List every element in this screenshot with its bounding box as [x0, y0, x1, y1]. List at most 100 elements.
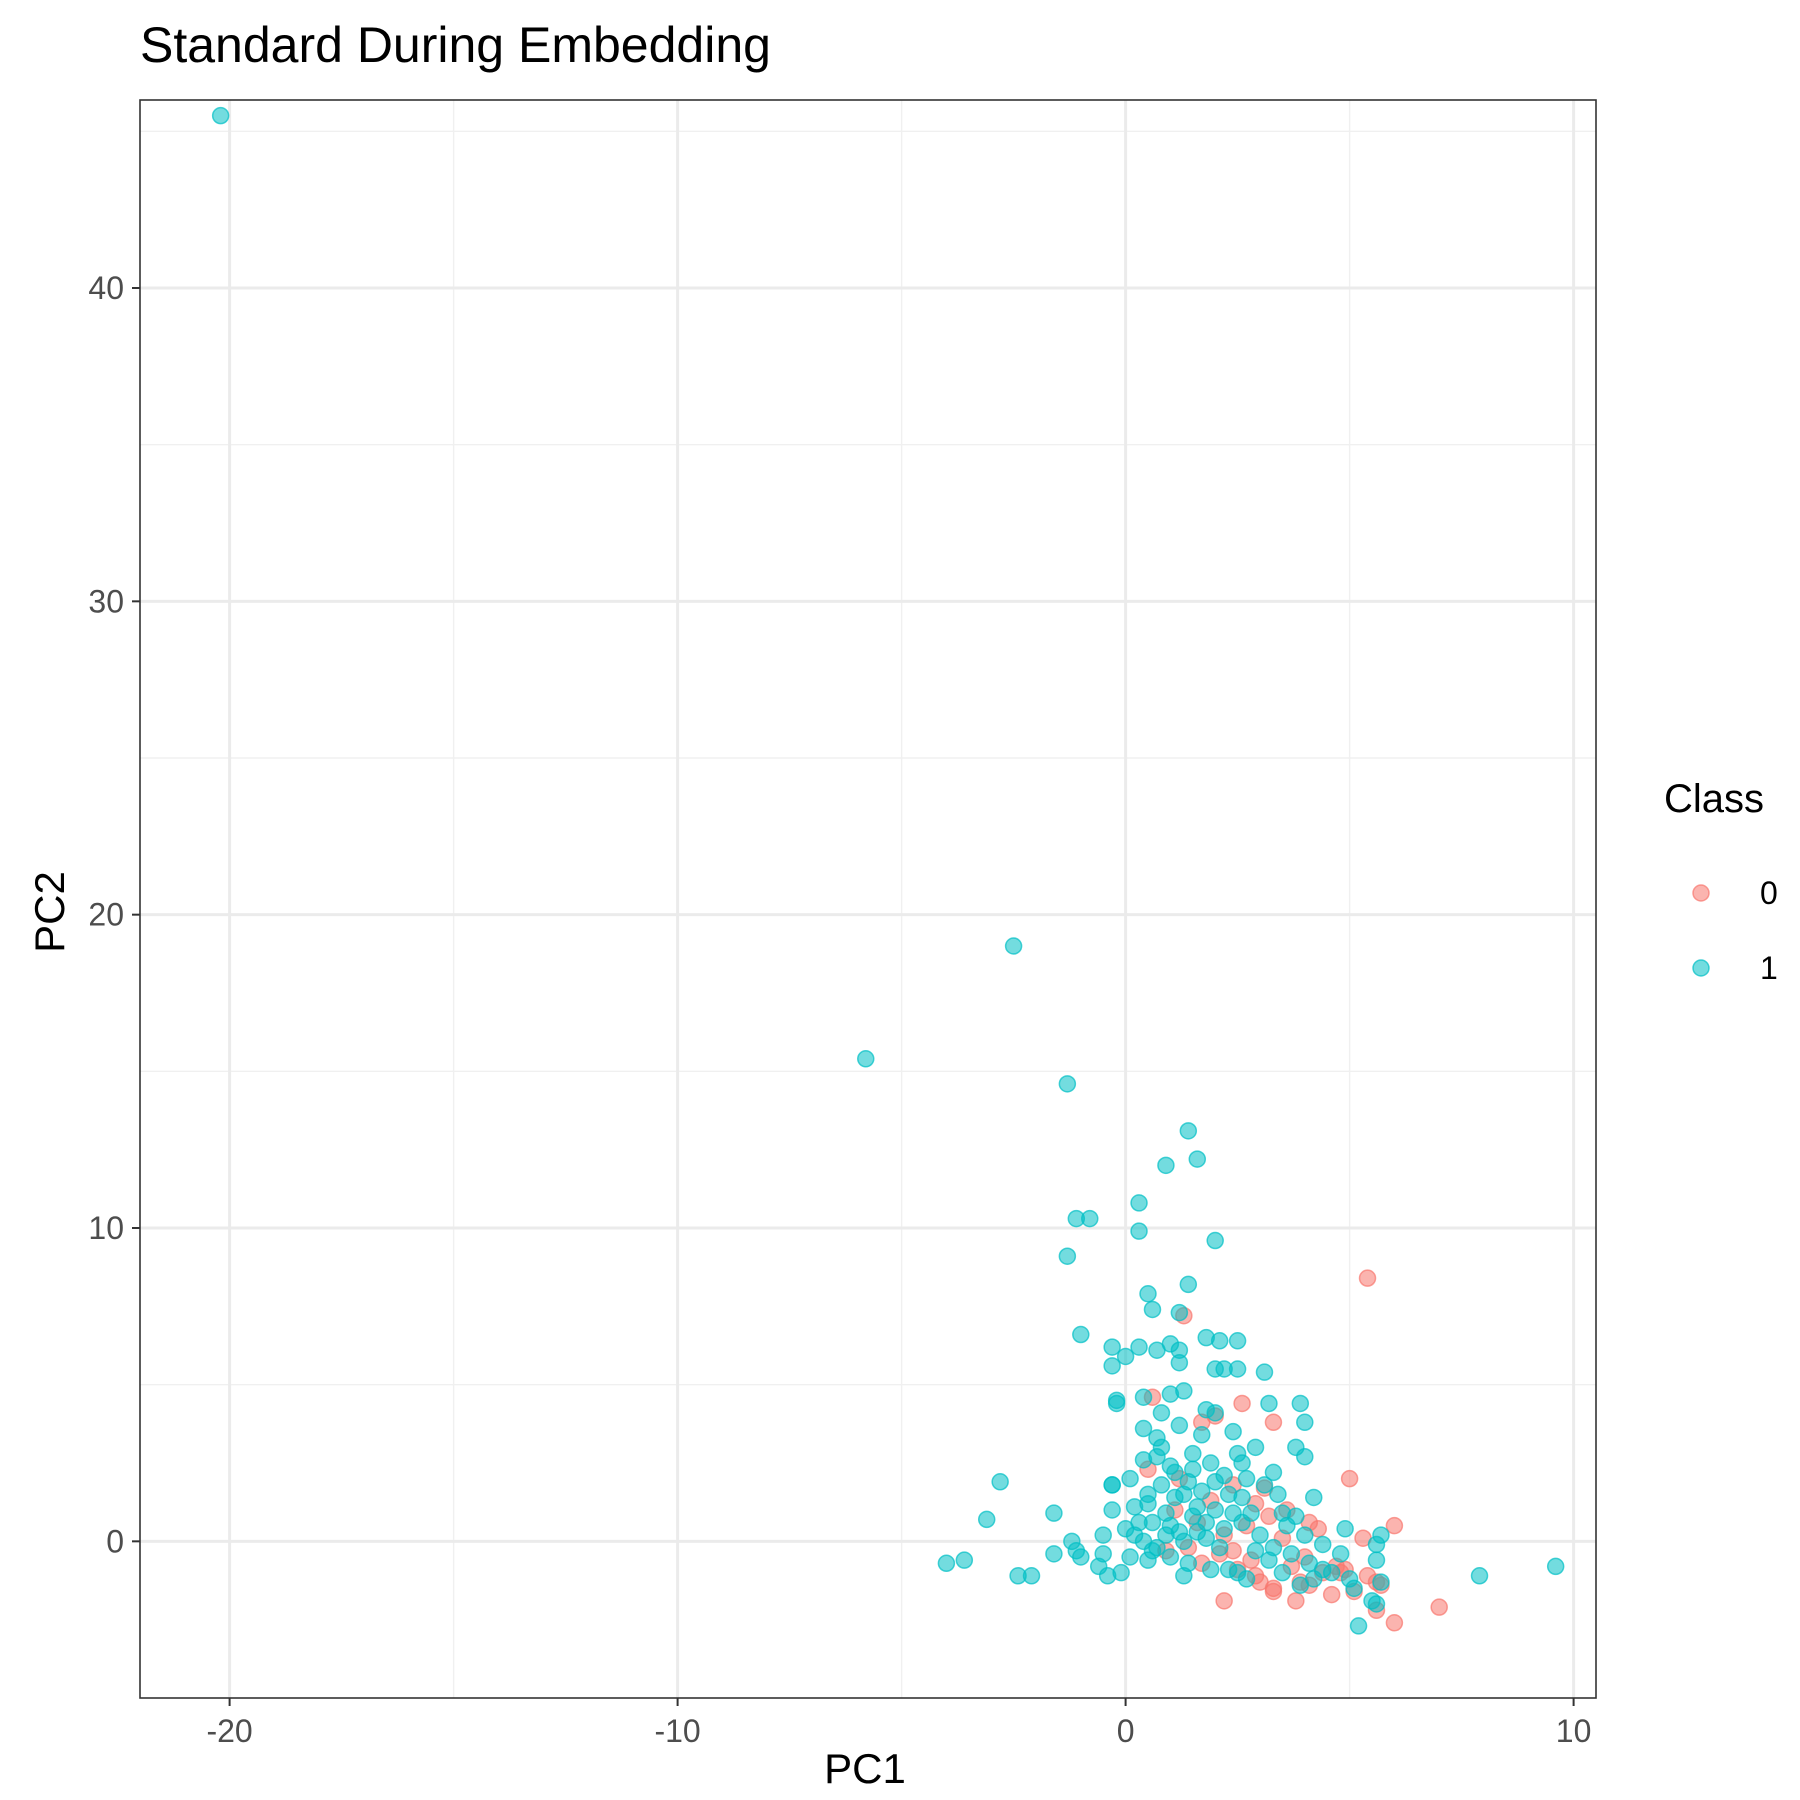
data-point-class-1	[1175, 1382, 1193, 1400]
data-point-class-1	[1004, 937, 1023, 955]
data-point-class-1	[1224, 1504, 1242, 1522]
data-point-class-1	[1201, 1454, 1220, 1472]
data-point-class-1	[1372, 1573, 1390, 1591]
data-point-class-1	[1251, 1526, 1269, 1544]
data-point-class-1	[1237, 1469, 1256, 1488]
data-point-class-0	[1287, 1592, 1305, 1610]
data-point-class-1	[1152, 1476, 1171, 1494]
data-point-class-1	[1264, 1463, 1283, 1482]
data-point-class-1	[1179, 1122, 1198, 1140]
data-point-class-0	[1233, 1394, 1251, 1413]
data-point-class-1	[1336, 1520, 1354, 1538]
data-point-class-1	[1143, 1541, 1162, 1560]
data-point-class-1	[1121, 1469, 1139, 1488]
data-point-class-1	[1305, 1488, 1323, 1507]
data-point-class-0	[1264, 1413, 1283, 1432]
data-point-class-1	[1215, 1466, 1233, 1485]
data-point-class-1	[1206, 1501, 1224, 1519]
chart-title: Standard During Embedding	[140, 17, 771, 73]
data-point-class-1	[1188, 1498, 1207, 1516]
data-point-class-1	[1045, 1504, 1063, 1522]
data-point-class-1	[955, 1551, 974, 1569]
data-point-class-1	[1237, 1570, 1256, 1588]
data-point-class-1	[1134, 1388, 1153, 1406]
data-point-class-1	[857, 1050, 875, 1068]
data-point-class-1	[1291, 1394, 1310, 1413]
data-point-class-1	[1367, 1595, 1386, 1613]
data-point-class-1	[1224, 1422, 1242, 1441]
data-point-class-1	[1130, 1338, 1148, 1356]
data-point-class-1	[1152, 1438, 1171, 1457]
data-point-class-1	[1228, 1332, 1247, 1350]
data-point-class-1	[1273, 1563, 1292, 1582]
data-point-class-1	[1228, 1360, 1247, 1378]
data-point-class-1	[1130, 1513, 1148, 1532]
grid-layer	[140, 100, 1596, 1698]
data-point-class-1	[1175, 1532, 1193, 1551]
data-point-class-1	[1188, 1150, 1207, 1168]
data-point-class-1	[1269, 1485, 1287, 1504]
data-point-class-1	[1098, 1567, 1117, 1585]
plot-panel-border	[139, 99, 1597, 1699]
legend-key-class-0	[1692, 884, 1710, 902]
data-point-class-1	[1264, 1538, 1283, 1557]
data-point-class-1	[1345, 1579, 1363, 1598]
data-point-class-1	[1139, 1285, 1157, 1303]
data-point-class-1	[1072, 1325, 1090, 1344]
data-point-class-1	[1103, 1476, 1121, 1494]
y-tick-label: 0	[106, 1523, 124, 1559]
data-point-class-0	[1385, 1516, 1404, 1535]
data-point-class-1	[1296, 1413, 1314, 1432]
data-point-class-1	[1157, 1504, 1175, 1522]
data-point-class-1	[1206, 1231, 1224, 1250]
data-point-class-0	[1340, 1469, 1359, 1488]
data-point-class-1	[1081, 1209, 1099, 1228]
data-point-class-1	[1282, 1545, 1301, 1563]
data-point-class-1	[1210, 1332, 1229, 1350]
data-point-class-1	[1296, 1447, 1314, 1466]
x-tick-label: -10	[654, 1713, 700, 1749]
data-point-class-1	[1170, 1303, 1189, 1322]
data-point-class-0	[1358, 1269, 1377, 1287]
x-tick-label: 0	[1117, 1713, 1135, 1749]
data-point-class-1	[1130, 1222, 1148, 1240]
data-point-class-1	[1107, 1394, 1126, 1413]
data-point-class-1	[1300, 1554, 1319, 1573]
legend-key-class-1	[1692, 959, 1710, 977]
data-point-class-1	[1215, 1520, 1233, 1538]
data-point-class-1	[1058, 1075, 1077, 1093]
data-point-class-1	[1152, 1404, 1171, 1422]
data-point-class-1	[1197, 1513, 1215, 1532]
legend-title: Class	[1664, 777, 1764, 821]
data-point-class-1	[1179, 1275, 1198, 1294]
data-point-class-1	[1233, 1454, 1251, 1472]
data-point-class-1	[977, 1510, 996, 1529]
data-point-class-1	[1296, 1526, 1314, 1544]
y-tick-label: 30	[88, 583, 124, 619]
legend: Class 0 1	[1664, 777, 1778, 986]
data-point-class-1	[1130, 1194, 1148, 1212]
x-tick-label: -20	[206, 1713, 252, 1749]
data-point-class-1	[937, 1554, 956, 1573]
data-point-class-1	[1161, 1548, 1180, 1566]
y-tick-label: 10	[88, 1210, 124, 1246]
data-point-class-1	[1255, 1476, 1274, 1494]
data-point-class-1	[1260, 1394, 1278, 1413]
data-point-class-1	[1103, 1338, 1121, 1356]
y-tick-label: 20	[88, 897, 124, 933]
data-point-class-1	[1255, 1363, 1274, 1381]
axes-layer: -20 -10 0 10 0 10 20 30 40	[88, 270, 1591, 1749]
data-point-class-1	[1367, 1551, 1386, 1569]
data-point-class-1	[1170, 1416, 1189, 1435]
x-tick-label: 10	[1556, 1713, 1592, 1749]
data-point-class-1	[1022, 1567, 1041, 1585]
data-point-class-1	[991, 1473, 1009, 1491]
data-point-class-1	[1157, 1156, 1175, 1175]
data-point-class-0	[1385, 1614, 1404, 1632]
data-point-class-1	[1246, 1438, 1265, 1457]
data-point-class-1	[1179, 1554, 1198, 1573]
data-point-class-0	[1215, 1592, 1233, 1610]
data-point-class-1	[1045, 1545, 1063, 1563]
